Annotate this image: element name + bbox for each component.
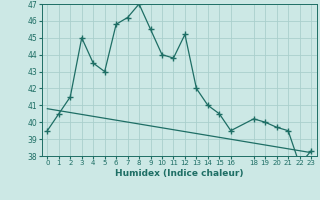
X-axis label: Humidex (Indice chaleur): Humidex (Indice chaleur) (115, 169, 244, 178)
